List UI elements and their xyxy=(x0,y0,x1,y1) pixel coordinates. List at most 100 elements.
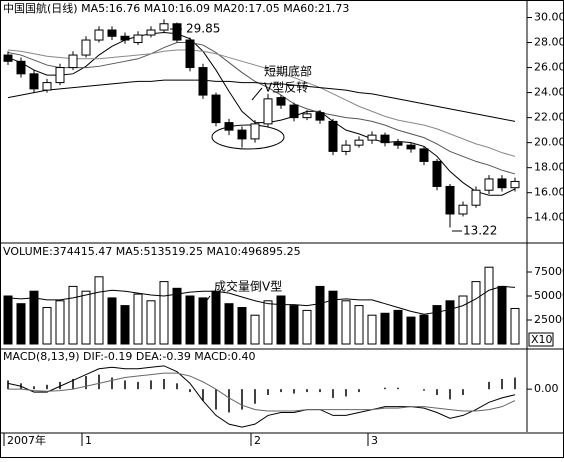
volume-bar xyxy=(159,281,169,345)
candle-body xyxy=(211,94,221,124)
volume-bar xyxy=(198,297,208,345)
volume-bar xyxy=(94,276,104,345)
candle-body xyxy=(289,104,299,119)
unit-label: X10 xyxy=(531,333,553,346)
candle-body xyxy=(510,180,520,189)
unit-box xyxy=(528,332,554,347)
annotation: 成交量倒V型 xyxy=(214,279,282,294)
volume-bar xyxy=(354,305,364,345)
y-tick-label: 75000 xyxy=(534,265,564,278)
candle-body xyxy=(432,160,442,187)
volume-bar xyxy=(419,314,429,345)
candle-body xyxy=(302,113,312,119)
panel-header: MACD(8,13,9) DIF:-0.19 DEA:-0.39 MACD:0.… xyxy=(3,350,255,363)
ma-line xyxy=(7,285,516,315)
volume-bar xyxy=(432,305,442,345)
candle-body xyxy=(3,54,13,62)
y-tick-label: 50000 xyxy=(534,289,564,302)
candle-body xyxy=(68,54,78,69)
candle-body xyxy=(29,73,39,90)
candle-body xyxy=(354,139,364,146)
candle-body xyxy=(42,82,52,91)
candle-body xyxy=(224,122,234,131)
volume-bar xyxy=(81,290,91,345)
y-tick-label: 28.00 xyxy=(534,36,564,49)
volume-bar xyxy=(16,303,26,345)
ma-line xyxy=(7,49,516,157)
ma-line xyxy=(7,42,516,175)
volume-bar xyxy=(42,307,52,345)
ma-line xyxy=(7,32,516,196)
candle-body xyxy=(107,29,117,37)
volume-bar xyxy=(367,314,377,345)
candle-body xyxy=(133,34,143,44)
volume-bar xyxy=(224,303,234,345)
annotation: 13.22 xyxy=(463,224,497,238)
volume-bar xyxy=(29,290,39,345)
ma-line xyxy=(7,365,516,428)
candle-body xyxy=(328,120,338,152)
arrow xyxy=(251,87,263,101)
volume-bar xyxy=(380,312,390,345)
x-tick-label: 2 xyxy=(254,434,261,447)
ma-line xyxy=(8,372,516,412)
candle-body xyxy=(159,23,169,31)
volume-bar xyxy=(146,300,156,345)
volume-bar xyxy=(250,314,260,345)
volume-bar xyxy=(211,290,221,345)
ma-line xyxy=(7,79,516,122)
candle-body xyxy=(172,23,182,41)
volume-bar xyxy=(510,307,520,345)
candle-body xyxy=(16,60,26,75)
volume-bar xyxy=(133,293,143,345)
y-tick-label: 25000 xyxy=(534,313,564,326)
candle-body xyxy=(471,189,481,206)
y-tick-label: 30.00 xyxy=(534,11,564,24)
x-tick-label: 1 xyxy=(85,434,92,447)
volume-bar xyxy=(120,305,130,345)
volume-bar xyxy=(289,305,299,345)
y-tick-label: 16.00 xyxy=(534,186,564,199)
candle-body xyxy=(393,142,403,146)
candle-body xyxy=(458,204,468,215)
candle-body xyxy=(55,67,65,84)
volume-bar xyxy=(406,316,416,345)
panel-header: VOLUME:374415.47 MA5:513519.25 MA10:4968… xyxy=(3,245,301,258)
y-tick-label: 18.00 xyxy=(534,161,564,174)
candle-body xyxy=(367,134,377,141)
volume-bar xyxy=(263,300,273,345)
candle-body xyxy=(341,144,351,152)
candle-body xyxy=(94,29,104,41)
x-tick-label: 2007年 xyxy=(7,433,46,447)
y-tick-label: 20.00 xyxy=(534,136,564,149)
volume-bar xyxy=(484,266,494,345)
candle-body xyxy=(146,29,156,36)
volume-bar xyxy=(3,295,13,345)
candle-body xyxy=(81,39,91,56)
volume-bar xyxy=(55,300,65,345)
candle-body xyxy=(315,112,325,121)
volume-bar xyxy=(471,281,481,345)
volume-bar xyxy=(107,297,117,345)
annotation: 短期底部 xyxy=(264,64,312,79)
candle-body xyxy=(120,35,130,41)
candle-body xyxy=(380,134,390,144)
candle-body xyxy=(419,148,429,162)
volume-bar xyxy=(315,285,325,345)
x-tick-label: 3 xyxy=(371,434,378,447)
volume-bar xyxy=(445,300,455,345)
volume-bar xyxy=(497,285,507,345)
y-tick-label: 0.00 xyxy=(534,382,559,395)
candle-body xyxy=(484,178,494,191)
candle-body xyxy=(250,123,260,140)
candle-body xyxy=(263,98,273,125)
candle-body xyxy=(497,178,507,189)
annotation: 29.85 xyxy=(186,22,220,36)
bottom-highlight xyxy=(211,124,285,150)
volume-bar xyxy=(458,295,468,345)
candle-body xyxy=(276,97,286,106)
volume-bar xyxy=(185,295,195,345)
candle-body xyxy=(185,39,195,69)
